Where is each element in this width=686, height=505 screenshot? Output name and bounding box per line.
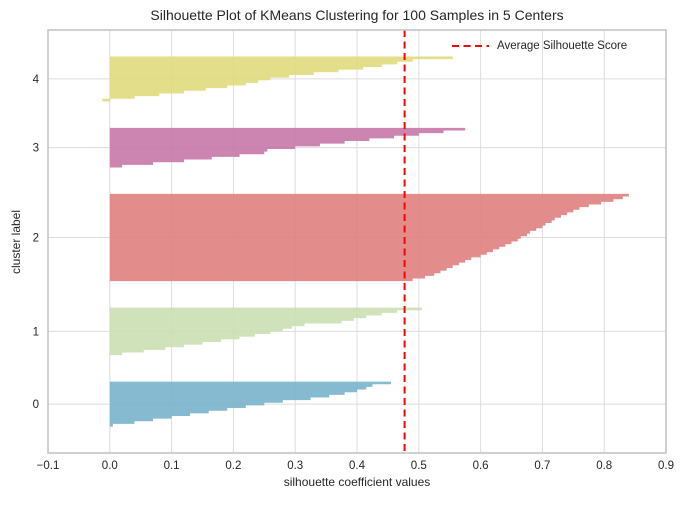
y-tick-label: 2	[33, 233, 39, 245]
y-axis-label: cluster label	[9, 209, 23, 275]
x-tick-label: 0.9	[658, 460, 674, 472]
x-tick-label: 0.5	[411, 460, 427, 472]
y-tick-label: 1	[33, 326, 39, 338]
legend-label: Average Silhouette Score	[497, 40, 628, 52]
x-tick-label: 0.8	[596, 460, 612, 472]
x-tick-label: 0.4	[349, 460, 366, 472]
chart-title: Silhouette Plot of KMeans Clustering for…	[150, 7, 564, 23]
x-tick-label: 0.2	[225, 460, 241, 472]
y-tick-label: 4	[33, 74, 40, 86]
x-tick-label: 0.1	[164, 460, 180, 472]
x-tick-label: 0.7	[534, 460, 550, 472]
cluster-band-0	[109, 381, 391, 427]
x-tick-label: −0.1	[37, 460, 60, 472]
x-axis-label: silhouette coefficient values	[283, 475, 431, 489]
y-tick-label: 3	[33, 143, 39, 155]
x-tick-label: 0.3	[287, 460, 303, 472]
plot-border	[47, 29, 667, 454]
cluster-band-2	[109, 193, 629, 282]
cluster-band-3	[109, 127, 466, 168]
cluster-band-4	[102, 56, 453, 102]
x-tick-label: 0.0	[102, 460, 118, 472]
x-tick-label: 0.6	[473, 460, 489, 472]
y-tick-label: 0	[33, 399, 39, 411]
cluster-band-1	[109, 307, 422, 356]
